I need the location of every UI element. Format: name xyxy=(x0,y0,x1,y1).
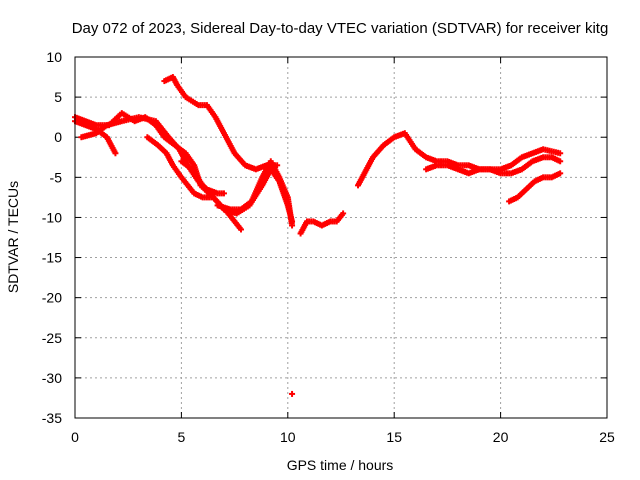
x-tick-label: 5 xyxy=(178,429,186,445)
x-tick-label: 10 xyxy=(280,429,296,445)
plot-frame xyxy=(74,56,608,419)
y-tick-label: -30 xyxy=(42,370,62,386)
y-tick-label: -35 xyxy=(42,410,62,426)
data-point xyxy=(557,170,564,177)
x-tick-label: 0 xyxy=(71,429,79,445)
y-tick-label: 5 xyxy=(54,89,62,105)
x-axis-label: GPS time / hours xyxy=(287,457,394,473)
data-point xyxy=(557,150,564,157)
x-tick-label: 25 xyxy=(599,429,615,445)
data-point xyxy=(340,210,347,217)
data-point xyxy=(112,150,119,157)
y-tick-label: -15 xyxy=(42,250,62,266)
y-tick-label: 10 xyxy=(46,49,62,65)
y-tick-label: -25 xyxy=(42,330,62,346)
axis-ticks: 0 5 10 15 20 25 10 5 0 -5 -10 -15 -20 -25 -30 -35 xyxy=(42,49,615,445)
y-axis-label: SDTVAR / TECUs xyxy=(5,181,21,293)
y-tick-label: -10 xyxy=(42,209,62,225)
data-point xyxy=(289,390,296,397)
data-point xyxy=(220,190,227,197)
chart-title: Day 072 of 2023, Sidereal Day-to-day VTE… xyxy=(72,20,609,37)
x-tick-label: 20 xyxy=(493,429,509,445)
y-tick-label: -20 xyxy=(42,290,62,306)
y-tick-label: 0 xyxy=(54,129,62,145)
data-points xyxy=(72,74,564,397)
data-point xyxy=(557,158,564,165)
data-point xyxy=(237,226,244,233)
data-point xyxy=(289,222,296,229)
y-tick-label: -5 xyxy=(50,169,63,185)
x-tick-label: 15 xyxy=(386,429,402,445)
grid xyxy=(75,57,607,418)
